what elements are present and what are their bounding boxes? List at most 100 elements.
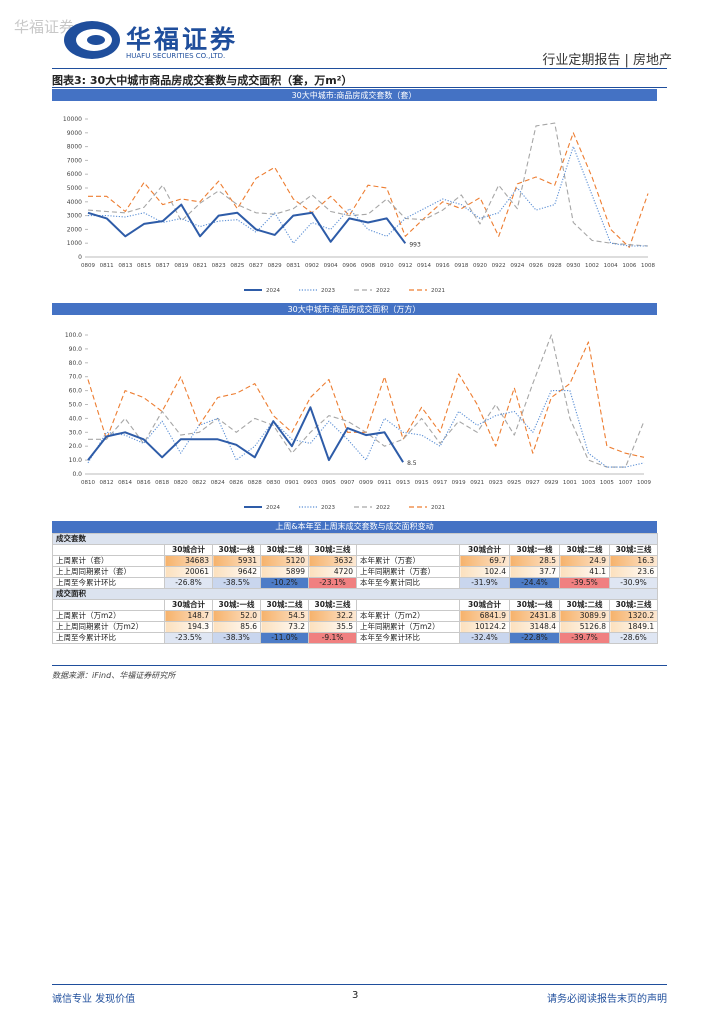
table-cell: 52.0 bbox=[212, 610, 261, 622]
row-label: 上上周同期累计（套） bbox=[52, 566, 165, 578]
header-cell: 30城:三线 bbox=[608, 599, 659, 611]
x-tick-label: 0824 bbox=[211, 480, 225, 486]
row-label: 上年同期累计（万m2） bbox=[356, 621, 460, 633]
table-cell: 148.7 bbox=[164, 610, 213, 622]
y-tick-label: 80.0 bbox=[69, 360, 83, 367]
footer-right: 请务必阅读报告末页的声明 bbox=[547, 994, 667, 1005]
series-line bbox=[88, 132, 649, 248]
table-cell: -9.1% bbox=[308, 632, 357, 644]
y-tick-label: 10000 bbox=[63, 116, 82, 123]
table-row: 上周累计（万m2） 148.7 52.0 54.5 32.2 本年累计（万m2） 6841.… bbox=[52, 610, 659, 622]
table-cell: 3148.4 bbox=[509, 621, 560, 633]
x-tick-label: 0910 bbox=[380, 263, 394, 269]
x-tick-label: 0913 bbox=[396, 480, 410, 486]
logo-en: HUAFU SECURITIES CO.,LTD. bbox=[126, 52, 226, 60]
series-line bbox=[88, 146, 648, 247]
table-cell: 41.1 bbox=[559, 566, 610, 578]
x-tick-label: 0820 bbox=[174, 480, 188, 486]
x-tick-label: 1005 bbox=[600, 480, 614, 486]
x-tick-label: 0911 bbox=[378, 480, 392, 486]
table-cell: 3632 bbox=[308, 555, 357, 567]
source-rule bbox=[52, 665, 667, 666]
x-tick-label: 0926 bbox=[529, 263, 543, 269]
table-cell: 6841.9 bbox=[459, 610, 510, 622]
x-tick-label: 0920 bbox=[473, 263, 487, 269]
table-cell: 5899 bbox=[260, 566, 309, 578]
table-row: 上上周同期累计（万m2） 194.3 85.6 73.2 35.5 上年同期累计（万m2）… bbox=[52, 621, 659, 633]
legend-label: 2022 bbox=[376, 505, 390, 511]
y-tick-label: 20.0 bbox=[69, 443, 83, 450]
row-label: 本年累计（万m2） bbox=[356, 610, 460, 622]
table-cell: 3089.9 bbox=[559, 610, 610, 622]
table-row: 上上周同期累计（套） 20061 9642 5899 4720 上年同期累计（万套） 102… bbox=[52, 566, 659, 578]
x-tick-label: 0908 bbox=[361, 263, 375, 269]
x-tick-label: 0925 bbox=[507, 480, 521, 486]
table-cell: -10.2% bbox=[260, 577, 309, 589]
x-tick-label: 0916 bbox=[436, 263, 450, 269]
row-label: 本年至今累计环比 bbox=[356, 632, 460, 644]
x-tick-label: 0909 bbox=[359, 480, 373, 486]
y-tick-label: 4000 bbox=[67, 199, 82, 206]
table-cell: 37.7 bbox=[509, 566, 560, 578]
y-tick-label: 0 bbox=[78, 254, 82, 261]
legend-label: 2022 bbox=[376, 288, 390, 294]
header-cell bbox=[52, 599, 165, 611]
chart: 30大中城市:商品房成交面积（万方） 0.0 10.0 20.0 30.0 40.0 50.… bbox=[52, 303, 657, 511]
x-tick-label: 0907 bbox=[340, 480, 354, 486]
x-tick-label: 0818 bbox=[155, 480, 169, 486]
x-tick-label: 0817 bbox=[156, 263, 170, 269]
y-tick-label: 50.0 bbox=[69, 402, 83, 409]
table-cell: -39.7% bbox=[559, 632, 610, 644]
x-tick-label: 0929 bbox=[544, 480, 558, 486]
x-tick-label: 0810 bbox=[81, 480, 95, 486]
header-cell: 30城合计 bbox=[164, 599, 213, 611]
section-row: 成交面积 bbox=[51, 588, 659, 600]
row-label: 本年累计（万套） bbox=[356, 555, 460, 567]
x-tick-label: 0823 bbox=[212, 263, 226, 269]
section-row: 成交套数 bbox=[51, 533, 659, 545]
header-cell: 30城合计 bbox=[459, 599, 510, 611]
table-row: 上周累计（套） 34683 5931 5120 3632 本年累计（万套） 69.7 28.5… bbox=[52, 555, 659, 567]
row-label: 上周至今累计环比 bbox=[52, 577, 165, 589]
x-tick-label: 0904 bbox=[324, 263, 338, 269]
y-tick-label: 10.0 bbox=[69, 457, 83, 464]
header-rule bbox=[52, 68, 667, 69]
series-line bbox=[87, 122, 649, 247]
row-label: 上周至今累计环比 bbox=[52, 632, 165, 644]
y-tick-label: 5000 bbox=[67, 185, 82, 192]
table-cell: 9642 bbox=[212, 566, 261, 578]
header-row: 30城合计 30城:一线 30城:二线 30城:三线 30城合计 30城:一线 30城:二线… bbox=[52, 599, 659, 611]
table-cell: 102.4 bbox=[459, 566, 510, 578]
chart: 30大中城市:商品房成交套数（套） 0 1000 2000 3000 4000 5000 60… bbox=[52, 89, 657, 294]
x-tick-label: 0815 bbox=[137, 263, 151, 269]
figure-title: 图表3: 30大中城市商品房成交套数与成交面积（套，万m²） bbox=[52, 74, 353, 87]
y-tick-label: 6000 bbox=[67, 171, 82, 178]
x-tick-label: 0917 bbox=[433, 480, 447, 486]
header-cell bbox=[356, 599, 460, 611]
table-cell: 194.3 bbox=[164, 621, 213, 633]
y-tick-label: 2000 bbox=[67, 226, 82, 233]
table-cell: -39.5% bbox=[559, 577, 610, 589]
data-label: 993 bbox=[409, 241, 421, 248]
legend-label: 2021 bbox=[431, 288, 445, 294]
header-cell: 30城:二线 bbox=[559, 544, 610, 556]
header-cell: 30城合计 bbox=[164, 544, 213, 556]
header-cell: 30城:一线 bbox=[509, 544, 560, 556]
x-tick-label: 0830 bbox=[266, 480, 280, 486]
x-tick-label: 0905 bbox=[322, 480, 336, 486]
y-tick-label: 7000 bbox=[67, 157, 82, 164]
x-tick-label: 0922 bbox=[492, 263, 506, 269]
chart-title: 30大中城市:商品房成交面积（万方） bbox=[288, 304, 421, 314]
logo-text: 华福证券 bbox=[126, 25, 239, 54]
header-cell: 30城:三线 bbox=[308, 544, 357, 556]
row-label: 上周累计（套） bbox=[52, 555, 165, 567]
figure-rule bbox=[52, 87, 667, 88]
y-tick-label: 100.0 bbox=[65, 332, 82, 339]
y-tick-label: 30.0 bbox=[69, 429, 83, 436]
table-cell: -38.5% bbox=[212, 577, 261, 589]
chart-title-bar bbox=[52, 303, 657, 315]
data-label: 8.5 bbox=[407, 460, 417, 467]
table-cell: 73.2 bbox=[260, 621, 309, 633]
table-cell: -28.6% bbox=[608, 632, 659, 644]
x-tick-label: 0927 bbox=[526, 480, 540, 486]
